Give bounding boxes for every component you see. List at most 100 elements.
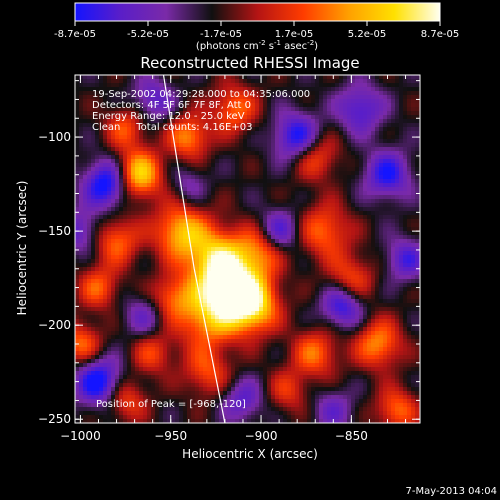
heatmap-cell <box>415 183 420 188</box>
heatmap-cell <box>171 187 176 192</box>
heatmap-cell <box>131 167 136 172</box>
heatmap-cell <box>291 111 296 116</box>
heatmap-cell <box>275 275 280 280</box>
heatmap-cell <box>251 87 256 92</box>
heatmap-cell <box>407 279 412 284</box>
heatmap-cell <box>147 171 152 176</box>
heatmap-cell <box>95 103 100 108</box>
heatmap-cell <box>391 155 396 160</box>
heatmap-cell <box>355 115 360 120</box>
heatmap-cell <box>363 79 368 84</box>
heatmap-cell <box>163 287 168 292</box>
heatmap-cell <box>239 267 244 272</box>
heatmap-cell <box>379 183 384 188</box>
heatmap-cell <box>231 275 236 280</box>
heatmap-cell <box>183 183 188 188</box>
heatmap-cell <box>331 95 336 100</box>
heatmap-cell <box>315 91 320 96</box>
heatmap-cell <box>195 111 200 116</box>
heatmap-cell <box>115 139 120 144</box>
heatmap-cell <box>175 75 180 80</box>
heatmap-cell <box>91 231 96 236</box>
heatmap-cell <box>407 163 412 168</box>
heatmap-cell <box>319 295 324 300</box>
heatmap-cell <box>215 231 220 236</box>
heatmap-cell <box>371 211 376 216</box>
heatmap-cell <box>267 131 272 136</box>
heatmap-cell <box>183 187 188 192</box>
heatmap-cell <box>267 111 272 116</box>
heatmap-cell <box>127 195 132 200</box>
heatmap-cell <box>403 171 408 176</box>
heatmap-cell <box>211 179 216 184</box>
heatmap-cell <box>335 151 340 156</box>
heatmap-cell <box>199 171 204 176</box>
heatmap-cell <box>223 159 228 164</box>
heatmap-cell <box>151 151 156 156</box>
heatmap-cell <box>107 263 112 268</box>
heatmap-cell <box>215 187 220 192</box>
heatmap-cell <box>311 183 316 188</box>
heatmap-cell <box>371 159 376 164</box>
heatmap-cell <box>387 183 392 188</box>
heatmap-cell <box>99 199 104 204</box>
heatmap-cell <box>159 175 164 180</box>
heatmap-cell <box>371 155 376 160</box>
heatmap-cell <box>139 195 144 200</box>
heatmap-cell <box>199 127 204 132</box>
heatmap-cell <box>355 75 360 80</box>
heatmap-cell <box>87 167 92 172</box>
heatmap-cell <box>131 79 136 84</box>
heatmap-cell <box>271 299 276 304</box>
heatmap-cell <box>163 131 168 136</box>
heatmap-cell <box>323 167 328 172</box>
heatmap-cell <box>143 239 148 244</box>
heatmap-cell <box>271 143 276 148</box>
heatmap-cell <box>231 195 236 200</box>
heatmap-cell <box>187 283 192 288</box>
heatmap-cell <box>111 123 116 128</box>
heatmap-cell <box>263 91 268 96</box>
heatmap-cell <box>287 191 292 196</box>
heatmap-cell <box>327 243 332 248</box>
heatmap-cell <box>183 179 188 184</box>
heatmap-cell <box>111 175 116 180</box>
heatmap-cell <box>155 231 160 236</box>
heatmap-cell <box>371 147 376 152</box>
heatmap-cell <box>335 275 340 280</box>
heatmap-cell <box>215 183 220 188</box>
heatmap-cell <box>399 175 404 180</box>
heatmap-cell <box>347 247 352 252</box>
heatmap-cell <box>403 131 408 136</box>
heatmap-cell <box>371 279 376 284</box>
heatmap-cell <box>147 227 152 232</box>
heatmap-cell <box>291 247 296 252</box>
heatmap-cell <box>75 227 80 232</box>
heatmap-cell <box>307 87 312 92</box>
heatmap-cell <box>159 227 164 232</box>
heatmap-cell <box>163 183 168 188</box>
heatmap-cell <box>187 95 192 100</box>
heatmap-cell <box>79 115 84 120</box>
heatmap-cell <box>307 191 312 196</box>
heatmap-cell <box>107 103 112 108</box>
heatmap-cell <box>347 287 352 292</box>
heatmap-cell <box>411 95 416 100</box>
heatmap-cell <box>299 103 304 108</box>
heatmap-cell <box>403 187 408 192</box>
heatmap-cell <box>103 143 108 148</box>
heatmap-cell <box>231 159 236 164</box>
heatmap-cell <box>219 159 224 164</box>
heatmap-cell <box>311 83 316 88</box>
heatmap-cell <box>131 87 136 92</box>
heatmap-cell <box>275 215 280 220</box>
heatmap-cell <box>411 263 416 268</box>
heatmap-cell <box>383 243 388 248</box>
heatmap-cell <box>211 235 216 240</box>
heatmap-cell <box>399 283 404 288</box>
heatmap-cell <box>323 87 328 92</box>
heatmap-cell <box>355 147 360 152</box>
heatmap-cell <box>139 175 144 180</box>
heatmap-cell <box>347 159 352 164</box>
heatmap-cell <box>343 139 348 144</box>
